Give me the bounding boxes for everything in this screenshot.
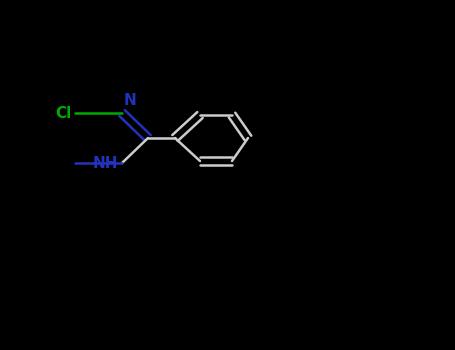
Text: Cl: Cl [56,105,72,120]
Text: NH: NH [92,155,118,170]
Text: N: N [124,93,137,108]
